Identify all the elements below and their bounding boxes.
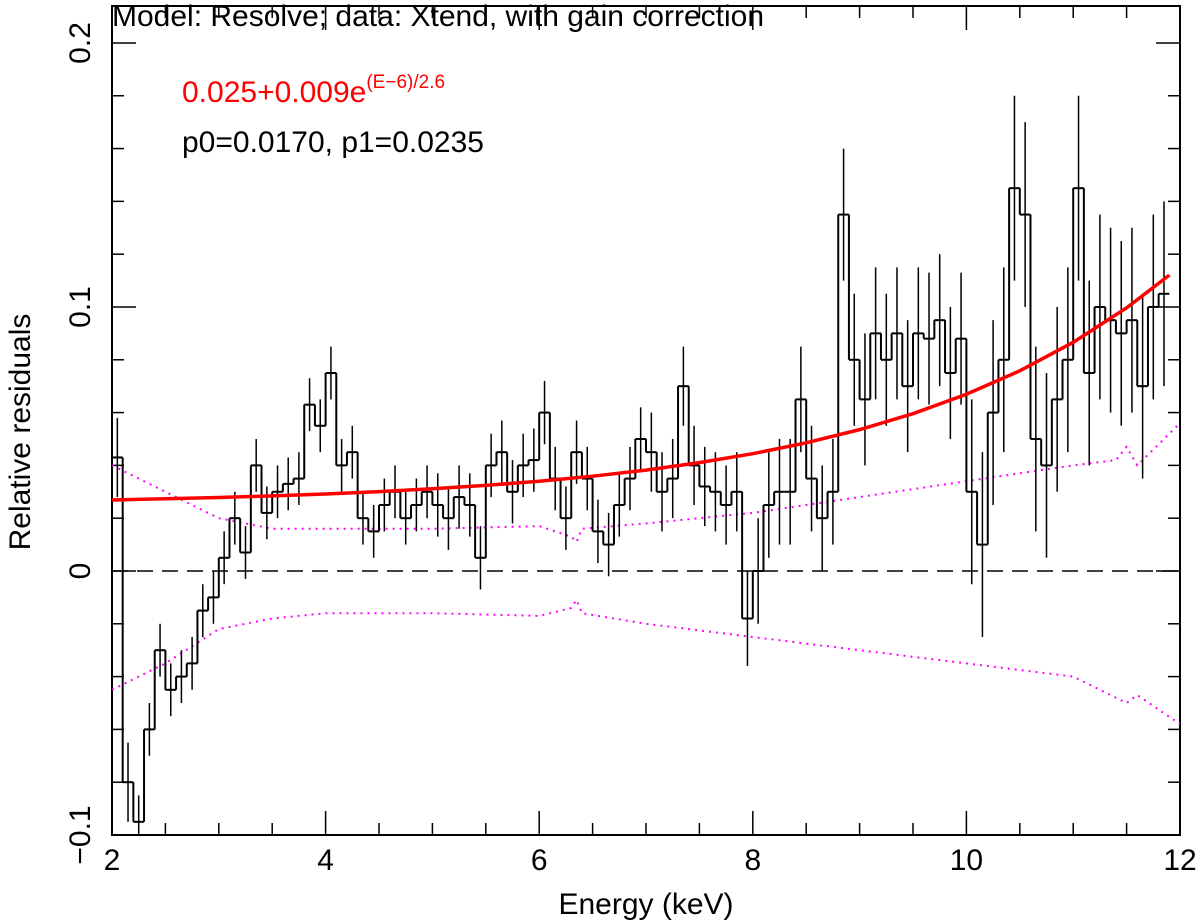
- y-tick-label: 0.1: [64, 286, 97, 328]
- model-formula: 0.025+0.009e(E−6)/2.6: [182, 72, 445, 109]
- x-tick-label: 2: [104, 844, 121, 877]
- x-tick-label: 12: [1163, 844, 1196, 877]
- fit-parameters: p0=0.0170, p1=0.0235: [182, 126, 484, 159]
- y-axis-label: Relative residuals: [4, 314, 37, 551]
- formula-base: 0.025+0.009e: [182, 76, 366, 109]
- formula-exponent: (E−6)/2.6: [366, 72, 445, 93]
- x-tick-label: 8: [744, 844, 761, 877]
- x-tick-label: 4: [317, 844, 334, 877]
- model-curve: [111, 273, 1171, 502]
- y-tick-label: 0: [64, 563, 97, 580]
- y-tick-label: 0.2: [64, 22, 97, 64]
- chart-title: Model: Resolve; data: Xtend, with gain c…: [112, 0, 764, 33]
- y-tick-label: −0.1: [64, 805, 97, 864]
- error-band: [111, 597, 1181, 725]
- x-tick-label: 6: [531, 844, 548, 877]
- x-tick-label: 10: [950, 844, 983, 877]
- x-axis-label: Energy (keV): [558, 888, 733, 921]
